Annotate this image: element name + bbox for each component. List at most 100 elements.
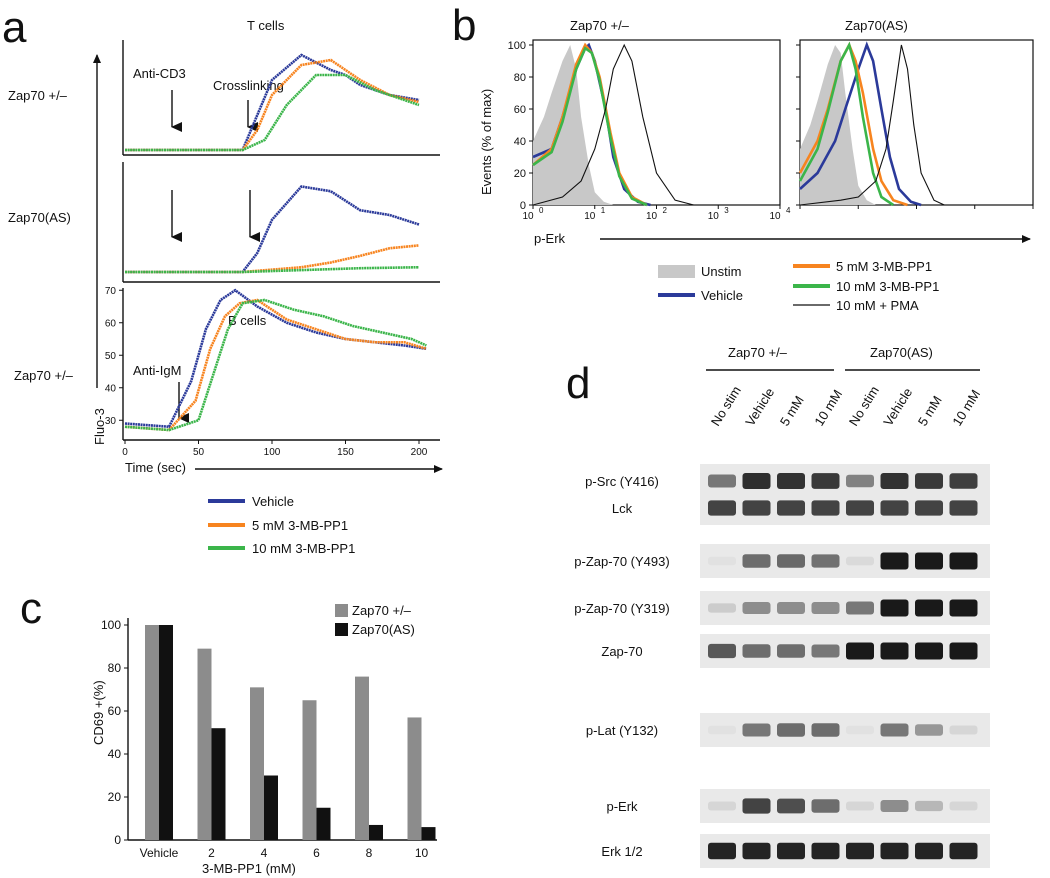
blot-label: p-Zap-70 (Y493) xyxy=(574,554,669,569)
row-label-3: Zap70 +/– xyxy=(14,368,74,383)
t-het-vehicle-trace xyxy=(125,53,420,152)
time-axis-label: Time (sec) xyxy=(125,460,186,475)
band-p-lat-y132-lane-1 xyxy=(742,723,771,737)
c-y-tick-label: 0 xyxy=(114,833,121,847)
b-x-tick-label: 0 xyxy=(122,447,128,458)
flow-y-tick-label: 40 xyxy=(514,136,526,148)
flow-x-tick-label: 10 xyxy=(584,211,596,222)
anti-cd3-label: Anti-CD3 xyxy=(133,66,186,81)
t-cells-het-traces xyxy=(125,53,420,152)
legend-b-5mm: 5 mM 3-MB-PP1 xyxy=(836,259,932,274)
c-y-tick-label: 20 xyxy=(108,790,122,804)
western-blots: p-Src (Y416) Lck p-Zap-70 (Y493) p-Zap-70 (… xyxy=(574,464,990,868)
band-p-zap-70-y493-lane-5 xyxy=(880,552,909,570)
b-vehicle-trace xyxy=(124,288,427,429)
flow-unstim-area xyxy=(533,45,614,205)
bar-zap70-10 xyxy=(407,717,422,840)
flow-x-tick-exponent: 3 xyxy=(724,206,729,215)
blot-p-erk: p-Erk xyxy=(606,789,990,823)
bar-zap70-as-8 xyxy=(369,824,383,840)
c-x-tick-label: 6 xyxy=(313,846,320,860)
legend-a-vehicle: Vehicle xyxy=(252,494,294,509)
perk-axis-label: p-Erk xyxy=(534,231,566,246)
bar-zap70-as-4 xyxy=(264,775,278,840)
blot-label: p-Src (Y416) xyxy=(585,474,659,489)
band-p-zap-70-y319-lane-2 xyxy=(777,601,805,615)
flow-vehicle-line xyxy=(799,41,922,207)
blot-p-lat-y132: p-Lat (Y132) xyxy=(586,713,990,747)
row-label-1: Zap70 +/– xyxy=(8,88,68,103)
blot-label: Erk 1/2 xyxy=(601,844,642,859)
flow-x-tick-exponent: 2 xyxy=(663,206,668,215)
band-p-src-y416-lane-1 xyxy=(742,472,771,490)
legend-b-unstim-swatch xyxy=(658,265,695,278)
c-x-tick-label: 2 xyxy=(208,846,215,860)
lane-label-6: 5 mM xyxy=(915,393,945,429)
b-x-tick-label: 200 xyxy=(411,447,428,458)
c-x-label: 3-MB-PP1 (mM) xyxy=(202,861,296,876)
b-y-tick-label: 50 xyxy=(105,351,117,362)
flow-x-tick-label: 10 xyxy=(708,211,720,222)
band-p-lat-y132-lane-7 xyxy=(949,725,978,735)
legend-b-vehicle: Vehicle xyxy=(701,288,743,303)
bar-zap70-as-10 xyxy=(421,827,436,840)
panel-b: b Zap70 +/– Zap70(AS) Events (% of max) … xyxy=(452,1,1034,313)
b-cells-traces xyxy=(124,288,427,432)
b-y-tick-label: 70 xyxy=(105,286,117,297)
blot-lck: Lck xyxy=(612,491,990,525)
b-x-tick-label: 100 xyxy=(264,447,281,458)
legend-b-pma: 10 mM + PMA xyxy=(836,298,919,313)
flow-left-histograms xyxy=(532,42,694,207)
band-p-erk-lane-6 xyxy=(915,800,943,812)
c-y-tick-label: 60 xyxy=(108,704,122,718)
c-y-tick-label: 100 xyxy=(101,618,121,632)
bar-zap70-as-2 xyxy=(211,728,226,840)
band-p-zap-70-y493-lane-1 xyxy=(742,554,771,568)
b-y-tick-label: 30 xyxy=(105,416,117,427)
band-p-src-y416-lane-3 xyxy=(811,473,840,489)
t-cells-title: T cells xyxy=(247,18,285,33)
band-p-src-y416-lane-2 xyxy=(777,473,805,489)
blot-p-zap-70-y319: p-Zap-70 (Y319) xyxy=(574,591,990,625)
band-p-zap-70-y319-lane-1 xyxy=(742,601,771,615)
band-p-src-y416-lane-4 xyxy=(846,474,874,488)
band-zap-70-lane-0 xyxy=(708,643,736,659)
flow-x-tick-exponent: 0 xyxy=(539,206,544,215)
band-p-erk-lane-7 xyxy=(949,801,978,811)
t-as-10-mm-3-mb-pp1-trace xyxy=(125,265,420,274)
b-cells-title: B cells xyxy=(228,313,267,328)
band-lck-lane-7 xyxy=(949,500,978,516)
flow-x-ticks: 10 0 10 1 10 2 10 3 10 4 xyxy=(522,205,1034,222)
bar-zap70-as-vehicle xyxy=(159,625,173,840)
flow-x-tick-exponent: 1 xyxy=(601,206,606,215)
legend-c-het: Zap70 +/– xyxy=(352,603,412,618)
b-5-mm-3-mb-pp1-trace xyxy=(124,298,427,432)
flow-y-tick-label: 60 xyxy=(514,104,526,116)
b-10-mm-3-mb-pp1-trace xyxy=(124,298,427,432)
legend-c-het-swatch xyxy=(335,604,348,617)
legend-a: Vehicle 5 mM 3-MB-PP1 10 mM 3-MB-PP1 xyxy=(208,494,355,556)
legend-c: Zap70 +/– Zap70(AS) xyxy=(335,603,415,637)
panel-a: a T cells Zap70 +/– Zap70(AS) Zap70 +/– … xyxy=(2,3,443,556)
panel-c-letter: c xyxy=(20,584,42,633)
band-erk-1-2-lane-6 xyxy=(915,842,943,860)
band-erk-1-2-lane-3 xyxy=(811,842,840,860)
t-as-vehicle-trace xyxy=(125,185,420,274)
band-p-erk-lane-3 xyxy=(811,799,840,813)
band-zap-70-lane-6 xyxy=(915,642,943,660)
bar-zap70-vehicle xyxy=(145,625,159,840)
panel-c: c CD69 +(%) 0 20 40 60 80 100 Vehicle 2 4 6 8 10 3-… xyxy=(20,584,437,876)
band-p-src-y416-lane-0 xyxy=(708,474,736,488)
band-p-zap-70-y493-lane-7 xyxy=(949,552,978,570)
legend-b-unstim: Unstim xyxy=(701,264,741,279)
blot-zap-70: Zap-70 xyxy=(601,634,990,668)
fluo-axis-label: Fluo-3 xyxy=(92,408,107,445)
band-p-erk-lane-0 xyxy=(708,801,736,811)
band-lck-lane-6 xyxy=(915,500,943,516)
band-p-erk-lane-1 xyxy=(742,798,771,814)
band-p-lat-y132-lane-0 xyxy=(708,725,736,735)
row-label-2: Zap70(AS) xyxy=(8,210,71,225)
flow-y-tick-label: 100 xyxy=(508,40,526,52)
